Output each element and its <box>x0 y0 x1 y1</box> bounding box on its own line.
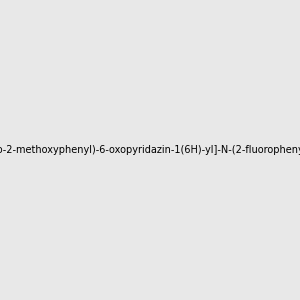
Text: 2-[3-(4-fluoro-2-methoxyphenyl)-6-oxopyridazin-1(6H)-yl]-N-(2-fluorophenyl)aceta: 2-[3-(4-fluoro-2-methoxyphenyl)-6-oxopyr… <box>0 145 300 155</box>
